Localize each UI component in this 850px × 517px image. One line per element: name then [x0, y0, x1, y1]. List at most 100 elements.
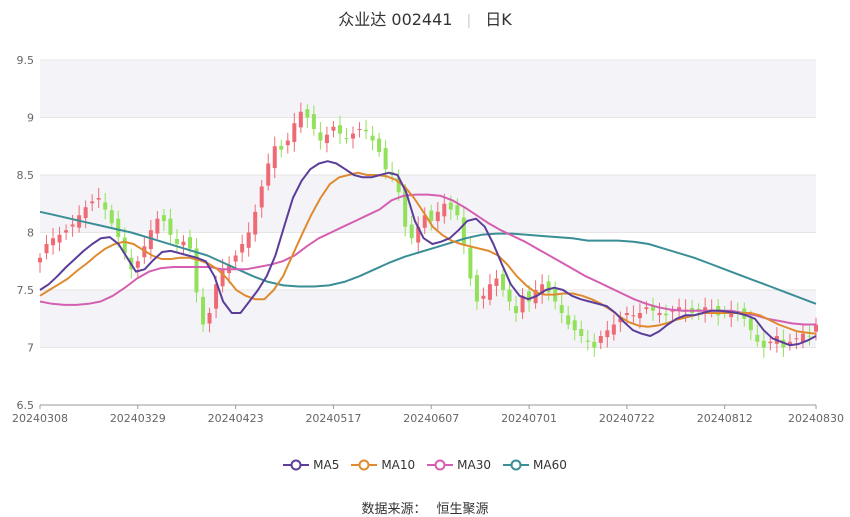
- legend-item-ma30[interactable]: MA30: [427, 458, 491, 472]
- legend-line-circle-icon: [283, 459, 310, 471]
- candle-down: [748, 318, 753, 331]
- candle-up: [57, 234, 62, 243]
- candle-down: [318, 132, 323, 141]
- candle-down: [122, 237, 127, 254]
- candle-up: [253, 211, 258, 235]
- candle-up: [272, 146, 277, 169]
- candle-up: [292, 123, 297, 142]
- candle-down: [579, 329, 584, 336]
- candle-down: [559, 305, 564, 313]
- chart-title: 众业达 002441 | 日K: [0, 6, 850, 30]
- chart-title-name: 众业达 002441: [338, 10, 453, 29]
- candle-down: [383, 148, 388, 170]
- y-tick-label: 8: [27, 227, 34, 240]
- legend-label: MA60: [533, 458, 567, 472]
- candle-up: [351, 133, 356, 139]
- candle-up: [38, 257, 42, 263]
- candle-down: [109, 210, 114, 224]
- title-separator: |: [466, 13, 472, 29]
- candle-up: [814, 324, 818, 332]
- candle-down: [377, 138, 382, 152]
- candle-up: [487, 284, 492, 300]
- x-tick-label: 20240812: [697, 412, 753, 425]
- candle-up: [298, 111, 303, 128]
- candle-up: [618, 318, 623, 323]
- x-tick-label: 20240722: [599, 412, 655, 425]
- legend-item-ma10[interactable]: MA10: [351, 458, 415, 472]
- ma5-line: [39, 160, 817, 347]
- candle-up: [148, 230, 153, 249]
- candle-up: [233, 255, 238, 262]
- candle-down: [585, 340, 590, 342]
- candle-up: [644, 307, 649, 310]
- candle-up: [266, 163, 271, 186]
- y-tick-label: 8.5: [17, 169, 35, 182]
- candle-down: [592, 341, 597, 348]
- candle-down: [403, 188, 408, 227]
- candle-down: [461, 217, 466, 244]
- legend-label: MA5: [313, 458, 340, 472]
- candle-up: [70, 224, 75, 227]
- candle-down: [650, 305, 655, 311]
- candle-down: [474, 275, 479, 302]
- candle-down: [527, 291, 532, 302]
- candle-up: [90, 201, 95, 204]
- candle-up: [481, 295, 486, 299]
- candle-up: [494, 278, 499, 286]
- legend-item-ma5[interactable]: MA5: [283, 458, 339, 472]
- grid-band: [40, 60, 816, 118]
- candle-up: [285, 140, 290, 146]
- candle-up: [598, 336, 603, 343]
- candle-up: [435, 211, 440, 222]
- x-tick-label: 20240701: [501, 412, 557, 425]
- candle-up: [96, 198, 101, 200]
- candle-up: [677, 307, 682, 312]
- y-tick-label: 6.5: [17, 399, 35, 412]
- candle-up: [64, 230, 69, 233]
- candle-down: [279, 145, 284, 150]
- ma10-line: [39, 171, 817, 335]
- candle-down: [455, 205, 460, 216]
- candle-down: [161, 215, 166, 221]
- candle-down: [807, 335, 812, 337]
- legend-line-circle-icon: [503, 459, 530, 471]
- ma60-line: [39, 210, 817, 305]
- candle-down: [755, 334, 760, 342]
- candle-up: [540, 284, 545, 294]
- candle-down: [103, 202, 108, 210]
- candle-down: [448, 202, 453, 210]
- x-tick-label: 20240517: [305, 412, 361, 425]
- candle-up: [44, 244, 49, 254]
- legend-item-ma60[interactable]: MA60: [503, 458, 567, 472]
- candle-down: [370, 135, 375, 141]
- y-tick-label: 9: [27, 112, 34, 125]
- data-source-label: 数据来源：: [361, 502, 427, 517]
- y-tick-label: 7: [27, 342, 34, 355]
- x-tick-label: 20240830: [788, 412, 844, 425]
- candle-up: [657, 313, 662, 316]
- candle-down: [305, 109, 310, 118]
- candle-up: [220, 269, 225, 287]
- x-tick-label: 20240607: [403, 412, 459, 425]
- chart-title-period: 日K: [485, 10, 512, 29]
- candle-up: [83, 207, 88, 219]
- candle-up: [631, 315, 636, 317]
- candle-up: [357, 129, 362, 130]
- data-source: 数据来源： 恒生聚源: [0, 498, 850, 517]
- candle-down: [344, 138, 349, 140]
- candle-up: [416, 226, 421, 243]
- candle-down: [174, 238, 179, 244]
- legend-label: MA10: [381, 458, 416, 472]
- ma30-line: [39, 193, 816, 326]
- candle-up: [768, 341, 773, 344]
- candle-up: [155, 218, 160, 234]
- candle-up: [214, 284, 219, 309]
- candle-up: [324, 134, 329, 144]
- candle-down: [514, 306, 519, 313]
- candle-up: [800, 333, 805, 343]
- data-source-value: 恒生聚源: [436, 502, 489, 517]
- candle-down: [409, 224, 414, 239]
- candle-down: [187, 237, 192, 249]
